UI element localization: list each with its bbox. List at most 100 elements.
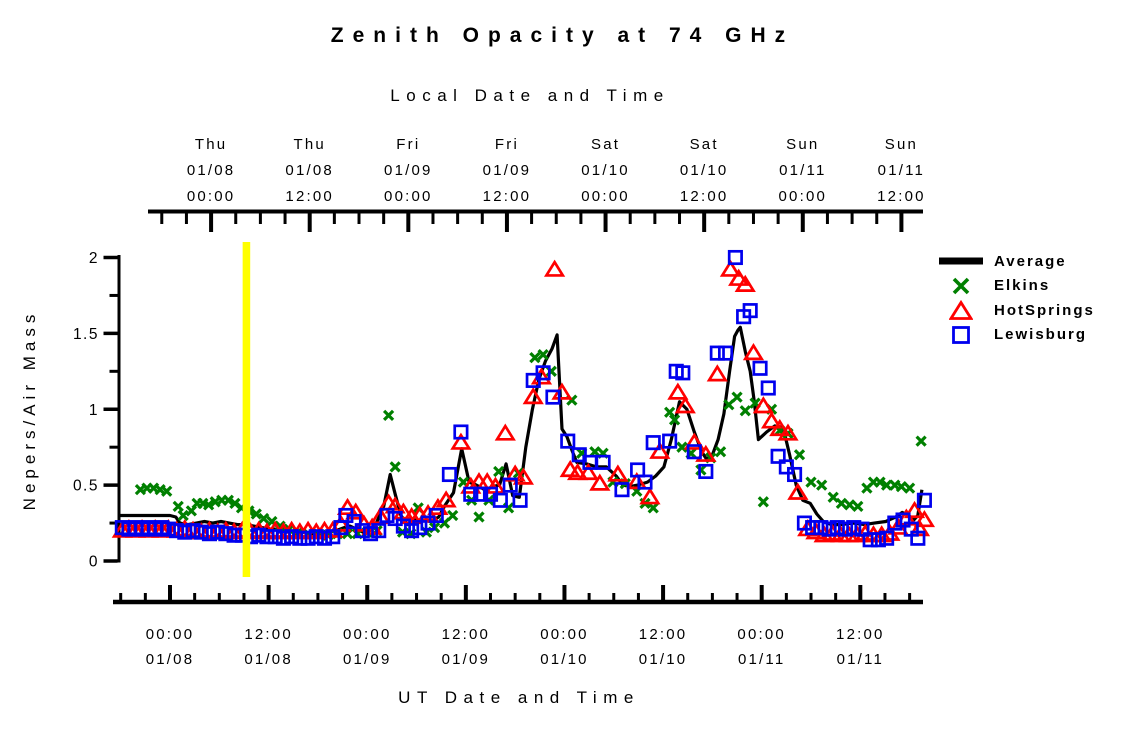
- lewisburg-square-marker: [717, 345, 734, 361]
- bottom-tick-time-label: 12:00: [442, 626, 491, 643]
- elkins-x-marker: [161, 485, 173, 497]
- lewisburg-square-marker: [185, 523, 201, 539]
- hotsprings-triangle-marker: [607, 464, 629, 482]
- lewisburg-square-marker: [379, 507, 395, 524]
- elkins-x-marker: [723, 399, 735, 411]
- elkins-x-marker: [676, 441, 688, 453]
- lewisburg-square-marker: [177, 524, 193, 540]
- lewisburg-square-marker: [916, 492, 932, 508]
- elkins-x-marker: [447, 509, 459, 522]
- lewisburg-square-marker: [821, 521, 837, 537]
- lewisburg-square-marker: [770, 448, 786, 464]
- elkins-x-marker: [250, 508, 262, 520]
- y-tick-label: 1.5: [73, 326, 99, 343]
- y-tick-label: 1: [89, 402, 99, 419]
- elkins-x-marker: [915, 435, 927, 447]
- hotsprings-triangle-marker: [649, 441, 671, 459]
- bottom-tick-time-label: 12:00: [639, 626, 688, 643]
- top-tick-day-label: Sat: [690, 136, 719, 153]
- lewisburg-square-marker: [463, 486, 479, 502]
- lewisburg-square-marker: [325, 529, 341, 545]
- hotsprings-triangle-marker: [589, 473, 611, 491]
- lewisburg-square-marker: [428, 507, 444, 524]
- lewisburg-square-marker: [362, 526, 379, 542]
- bottom-tick-time-label: 12:00: [244, 626, 293, 643]
- lewisburg-square-marker: [637, 474, 653, 490]
- bottom-tick-date-label: 01/08: [146, 651, 195, 668]
- elkins-x-marker: [874, 476, 886, 488]
- hotsprings-triangle-marker: [706, 364, 728, 382]
- lewisburg-square-marker: [525, 372, 541, 388]
- lewisburg-square-marker: [560, 433, 576, 449]
- lewisburg-square-marker: [441, 466, 457, 483]
- lewisburg-square-marker: [535, 365, 551, 381]
- lewisburg-square-marker: [805, 520, 821, 536]
- lewisburg-square-marker: [346, 513, 362, 530]
- top-tick-date-label: 01/08: [187, 162, 236, 179]
- hotsprings-triangle-marker: [719, 259, 742, 277]
- top-tick-day-label: Sun: [786, 136, 819, 153]
- top-tick-day-label: Fri: [495, 136, 519, 153]
- top-tick-date-label: 01/11: [779, 162, 826, 179]
- elkins-x-marker: [852, 500, 864, 513]
- average-line-icon: [936, 255, 986, 267]
- elkins-x-marker: [668, 414, 681, 426]
- y-tick-label: 0: [89, 554, 99, 571]
- hotsprings-triangle-marker: [734, 274, 756, 292]
- elkins-x-marker: [473, 511, 485, 523]
- lewisburg-square-marker: [662, 433, 678, 449]
- hotsprings-triangle-marker: [626, 472, 648, 490]
- lewisburg-square-marker: [512, 492, 528, 508]
- hotsprings-triangle-marker: [460, 476, 482, 494]
- hotsprings-triangle-marker: [674, 396, 696, 414]
- lewisburg-square-marker: [404, 523, 420, 539]
- bottom-tick-time-label: 00:00: [146, 626, 195, 643]
- top-tick-day-label: Sun: [885, 136, 918, 153]
- lewisburg-square-marker: [870, 532, 886, 548]
- legend-item-lewisburg: Lewisburg: [936, 323, 1095, 348]
- lewisburg-square-marker: [226, 527, 242, 543]
- hotsprings-triangle-marker: [336, 497, 359, 516]
- top-tick-date-label: 01/08: [285, 162, 334, 179]
- hotsprings-triangle-marker: [752, 396, 774, 414]
- lewisburg-square-marker: [545, 389, 561, 405]
- top-tick-time-label: 00:00: [384, 188, 433, 205]
- lewisburg-square-marker: [571, 447, 587, 463]
- lewisburg-square-marker: [862, 532, 878, 548]
- elkins-x-marker: [493, 465, 505, 478]
- average-line: [119, 325, 924, 536]
- lewisburg-square-marker: [502, 477, 518, 493]
- lewisburg-square-marker: [686, 444, 702, 460]
- lewisburg-square-marker: [193, 524, 209, 540]
- top-tick-time-label: 12:00: [483, 188, 532, 205]
- hotsprings-triangle-marker: [777, 423, 799, 441]
- lewisburg-square-marker: [284, 529, 300, 545]
- hotsprings-triangle-marker: [903, 500, 926, 519]
- elkins-x-marker: [389, 461, 401, 473]
- lewisburg-square-marker: [210, 524, 226, 540]
- lewisburg-square-marker: [742, 303, 758, 319]
- hotsprings-triangle-marker: [450, 432, 472, 450]
- hotsprings-triangle-marker: [435, 490, 457, 508]
- lewisburg-square-marker: [895, 512, 911, 528]
- bottom-tick-time-label: 00:00: [343, 626, 392, 643]
- lewisburg-square-marker: [201, 526, 217, 542]
- elkins-x-marker: [895, 481, 908, 493]
- elkins-x-marker: [805, 476, 817, 488]
- elkins-x-marker: [731, 391, 743, 403]
- legend-label-elkins: Elkins: [994, 277, 1051, 295]
- lewisburg-square-marker: [169, 523, 185, 539]
- lewisburg-square-marker: [910, 530, 926, 546]
- top-tick-day-label: Sat: [591, 136, 620, 153]
- lewisburg-square-marker: [300, 530, 316, 546]
- lewisburg-square-marker: [492, 492, 508, 508]
- hotsprings-triangle-marker: [742, 343, 765, 361]
- lewisburg-square-marker: [259, 529, 275, 545]
- lewisburg-square-marker: [854, 521, 870, 537]
- triangle-marker-icon: [936, 299, 986, 321]
- lewisburg-square-marker: [837, 521, 854, 537]
- lewisburg-square-marker: [412, 520, 428, 536]
- top-tick-day-label: Thu: [293, 136, 325, 153]
- lewisburg-square-marker: [251, 527, 267, 543]
